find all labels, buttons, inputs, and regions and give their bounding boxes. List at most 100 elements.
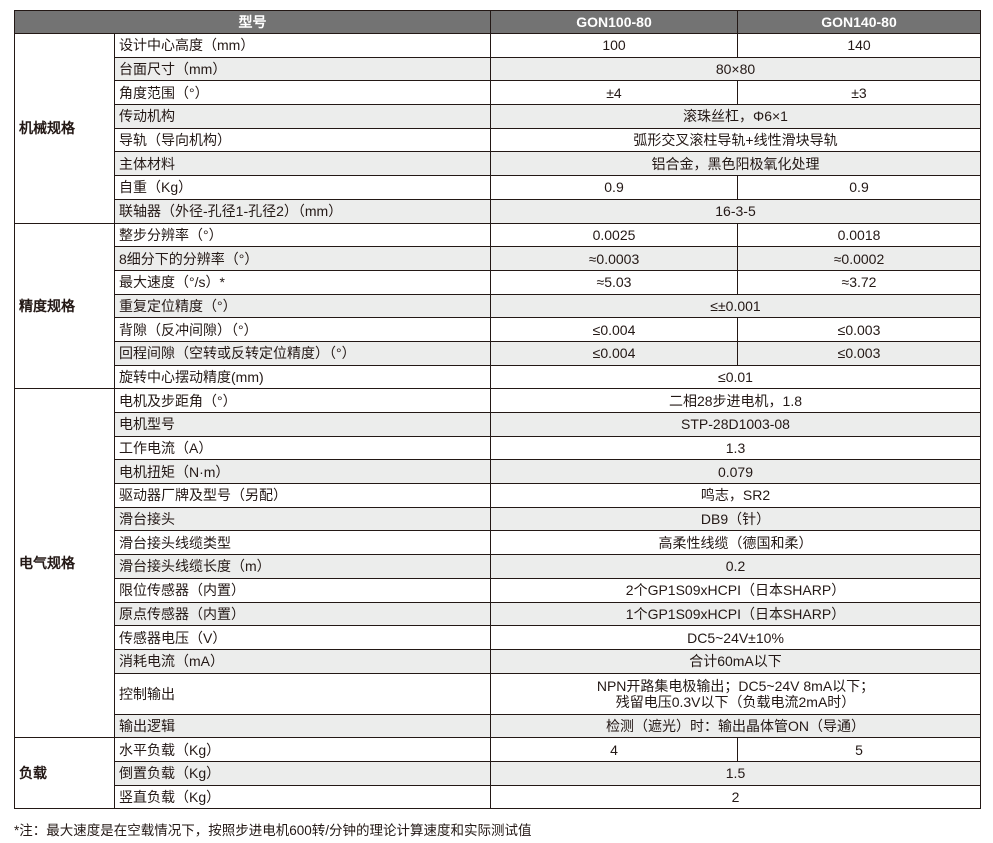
table-row: 重复定位精度（°） ≤±0.001 bbox=[15, 293, 981, 319]
row-label: 原点传感器（内置） bbox=[114, 601, 491, 627]
value-shared: 80×80 bbox=[490, 56, 981, 82]
value-shared: 0.079 bbox=[490, 459, 981, 485]
row-label: 电机扭矩（N·m） bbox=[114, 459, 491, 485]
row-label: 工作电流（A） bbox=[114, 435, 491, 461]
value-shared: 高柔性线缆（德国和柔） bbox=[490, 530, 981, 556]
value-col1: ≈5.03 bbox=[490, 269, 738, 295]
value-shared: 弧形交叉滚柱导轨+线性滑块导轨 bbox=[490, 127, 981, 153]
table-row: 倒置负载（Kg） 1.5 bbox=[15, 760, 981, 786]
table-row: 传感器电压（V） DC5~24V±10% bbox=[15, 625, 981, 650]
table-row: 背隙（反冲间隙）（°） ≤0.004 ≤0.003 bbox=[15, 317, 981, 342]
value-shared: 0.2 bbox=[490, 554, 981, 579]
table-row: 传动机构 滚珠丝杠，Φ6×1 bbox=[15, 104, 981, 129]
row-label: 背隙（反冲间隙）（°） bbox=[114, 317, 491, 342]
row-label: 电机及步距角（°） bbox=[114, 388, 491, 413]
value-col1: ±4 bbox=[490, 80, 738, 106]
value-shared: 16-3-5 bbox=[490, 198, 981, 224]
row-label: 重复定位精度（°） bbox=[114, 293, 491, 319]
table-row: 消耗电流（mA） 合计60mA以下 bbox=[15, 648, 981, 674]
table-row: 控制输出 NPN开路集电极输出；DC5~24V 8mA以下； 残留电压0.3V以下… bbox=[15, 672, 981, 715]
value-shared: ≤±0.001 bbox=[490, 293, 981, 319]
value-col1: ≤0.004 bbox=[490, 317, 738, 342]
value-shared: 检测（遮光）时：输出晶体管ON（导通） bbox=[490, 713, 981, 739]
row-label: 传感器电压（V） bbox=[114, 625, 491, 650]
row-label: 角度范围（°） bbox=[114, 80, 491, 106]
value-shared: 鸣志，SR2 bbox=[490, 483, 981, 508]
table-row: 回程间隙（空转或反转定位精度）（°） ≤0.004 ≤0.003 bbox=[15, 340, 981, 366]
value-col1: 0.0025 bbox=[490, 222, 738, 248]
row-label: 滑台接头 bbox=[114, 506, 491, 532]
table-row: 自重（Kg） 0.9 0.9 bbox=[15, 175, 981, 200]
table-row: 旋转中心摆动精度(mm) ≤0.01 bbox=[15, 364, 981, 390]
row-label: 8细分下的分辨率（°） bbox=[114, 246, 491, 271]
value-shared: 铝合金，黑色阳极氧化处理 bbox=[490, 151, 981, 177]
value-col2: ≈3.72 bbox=[737, 269, 981, 295]
row-label: 主体材料 bbox=[114, 151, 491, 177]
row-label: 自重（Kg） bbox=[114, 175, 491, 200]
value-col2: 140 bbox=[737, 33, 981, 58]
value-col1: 100 bbox=[490, 33, 738, 58]
table-row: 滑台接头线缆长度（m） 0.2 bbox=[15, 554, 981, 579]
table-row: 工作电流（A） 1.3 bbox=[15, 435, 981, 461]
footnote: *注：最大速度是在空载情况下，按照步进电机600转/分钟的理论计算速度和实际测试… bbox=[14, 823, 532, 838]
header-col1: GON100-80 bbox=[490, 10, 738, 34]
table-row: 电机型号 STP-28D1003-08 bbox=[15, 412, 981, 437]
value-shared: 1.5 bbox=[490, 760, 981, 786]
row-label: 传动机构 bbox=[114, 104, 491, 129]
value-col2: ≈0.0002 bbox=[737, 246, 981, 271]
row-label: 竖直负载（Kg） bbox=[114, 784, 491, 810]
group-label: 机械规格 bbox=[14, 33, 115, 224]
table-row: 角度范围（°） ±4 ±3 bbox=[15, 80, 981, 106]
row-label: 设计中心高度（mm） bbox=[114, 33, 491, 58]
value-shared: 合计60mA以下 bbox=[490, 648, 981, 674]
row-label: 最大速度（°/s）* bbox=[114, 269, 491, 295]
row-label: 滑台接头线缆类型 bbox=[114, 530, 491, 556]
value-shared: 滚珠丝杠，Φ6×1 bbox=[490, 104, 981, 129]
value-shared: DB9（针） bbox=[490, 506, 981, 532]
row-label: 限位传感器（内置） bbox=[114, 577, 491, 603]
header-col2: GON140-80 bbox=[737, 10, 981, 34]
table-row: 电机扭矩（N·m） 0.079 bbox=[15, 459, 981, 485]
value-col2: 0.0018 bbox=[737, 222, 981, 248]
value-col1: ≤0.004 bbox=[490, 340, 738, 366]
value-shared: 二相28步进电机，1.8 bbox=[490, 388, 981, 413]
value-shared: STP-28D1003-08 bbox=[490, 412, 981, 437]
row-label: 倒置负载（Kg） bbox=[114, 760, 491, 786]
group-label: 精度规格 bbox=[14, 222, 115, 390]
row-label: 旋转中心摆动精度(mm) bbox=[114, 364, 491, 390]
table-row: 机械规格 设计中心高度（mm） 100 140 bbox=[14, 33, 981, 224]
value-shared: NPN开路集电极输出；DC5~24V 8mA以下； 残留电压0.3V以下（负载电… bbox=[490, 672, 981, 715]
value-shared: 2 bbox=[490, 784, 981, 810]
row-label: 回程间隙（空转或反转定位精度）（°） bbox=[114, 340, 491, 366]
value-shared: 1个GP1S09xHCPI（日本SHARP） bbox=[490, 601, 981, 627]
value-col1: 4 bbox=[490, 737, 738, 762]
table-row: 最大速度（°/s）* ≈5.03 ≈3.72 bbox=[15, 269, 981, 295]
group-label: 电气规格 bbox=[14, 388, 115, 739]
value-shared: 1.3 bbox=[490, 435, 981, 461]
table-row: 原点传感器（内置） 1个GP1S09xHCPI（日本SHARP） bbox=[15, 601, 981, 627]
table-row: 负载 水平负载（Kg） 4 5 bbox=[14, 737, 981, 810]
value-shared: 2个GP1S09xHCPI（日本SHARP） bbox=[490, 577, 981, 603]
value-col2: ±3 bbox=[737, 80, 981, 106]
row-label: 驱动器厂牌及型号（另配） bbox=[114, 483, 491, 508]
group-label: 负载 bbox=[14, 737, 115, 810]
table-row: 电气规格 电机及步距角（°） 二相28步进电机，1.8 bbox=[14, 388, 981, 739]
row-label: 消耗电流（mA） bbox=[114, 648, 491, 674]
table-row: 驱动器厂牌及型号（另配） 鸣志，SR2 bbox=[15, 483, 981, 508]
table-row: 限位传感器（内置） 2个GP1S09xHCPI（日本SHARP） bbox=[15, 577, 981, 603]
table-row: 导轨（导向机构） 弧形交叉滚柱导轨+线性滑块导轨 bbox=[15, 127, 981, 153]
row-label: 水平负载（Kg） bbox=[114, 737, 491, 762]
value-shared: ≤0.01 bbox=[490, 364, 981, 390]
row-label: 滑台接头线缆长度（m） bbox=[114, 554, 491, 579]
row-label: 联轴器（外径-孔径1-孔径2）（mm） bbox=[114, 198, 491, 224]
table-row: 台面尺寸（mm） 80×80 bbox=[15, 56, 981, 82]
row-label: 输出逻辑 bbox=[114, 713, 491, 739]
row-label: 台面尺寸（mm） bbox=[114, 56, 491, 82]
row-label: 控制输出 bbox=[114, 672, 491, 715]
table-row: 联轴器（外径-孔径1-孔径2）（mm） 16-3-5 bbox=[15, 198, 981, 224]
row-label: 电机型号 bbox=[114, 412, 491, 437]
header-model: 型号 bbox=[14, 10, 491, 34]
value-col2: 0.9 bbox=[737, 175, 981, 200]
table-row: 竖直负载（Kg） 2 bbox=[15, 784, 981, 810]
value-col2: 5 bbox=[737, 737, 981, 762]
